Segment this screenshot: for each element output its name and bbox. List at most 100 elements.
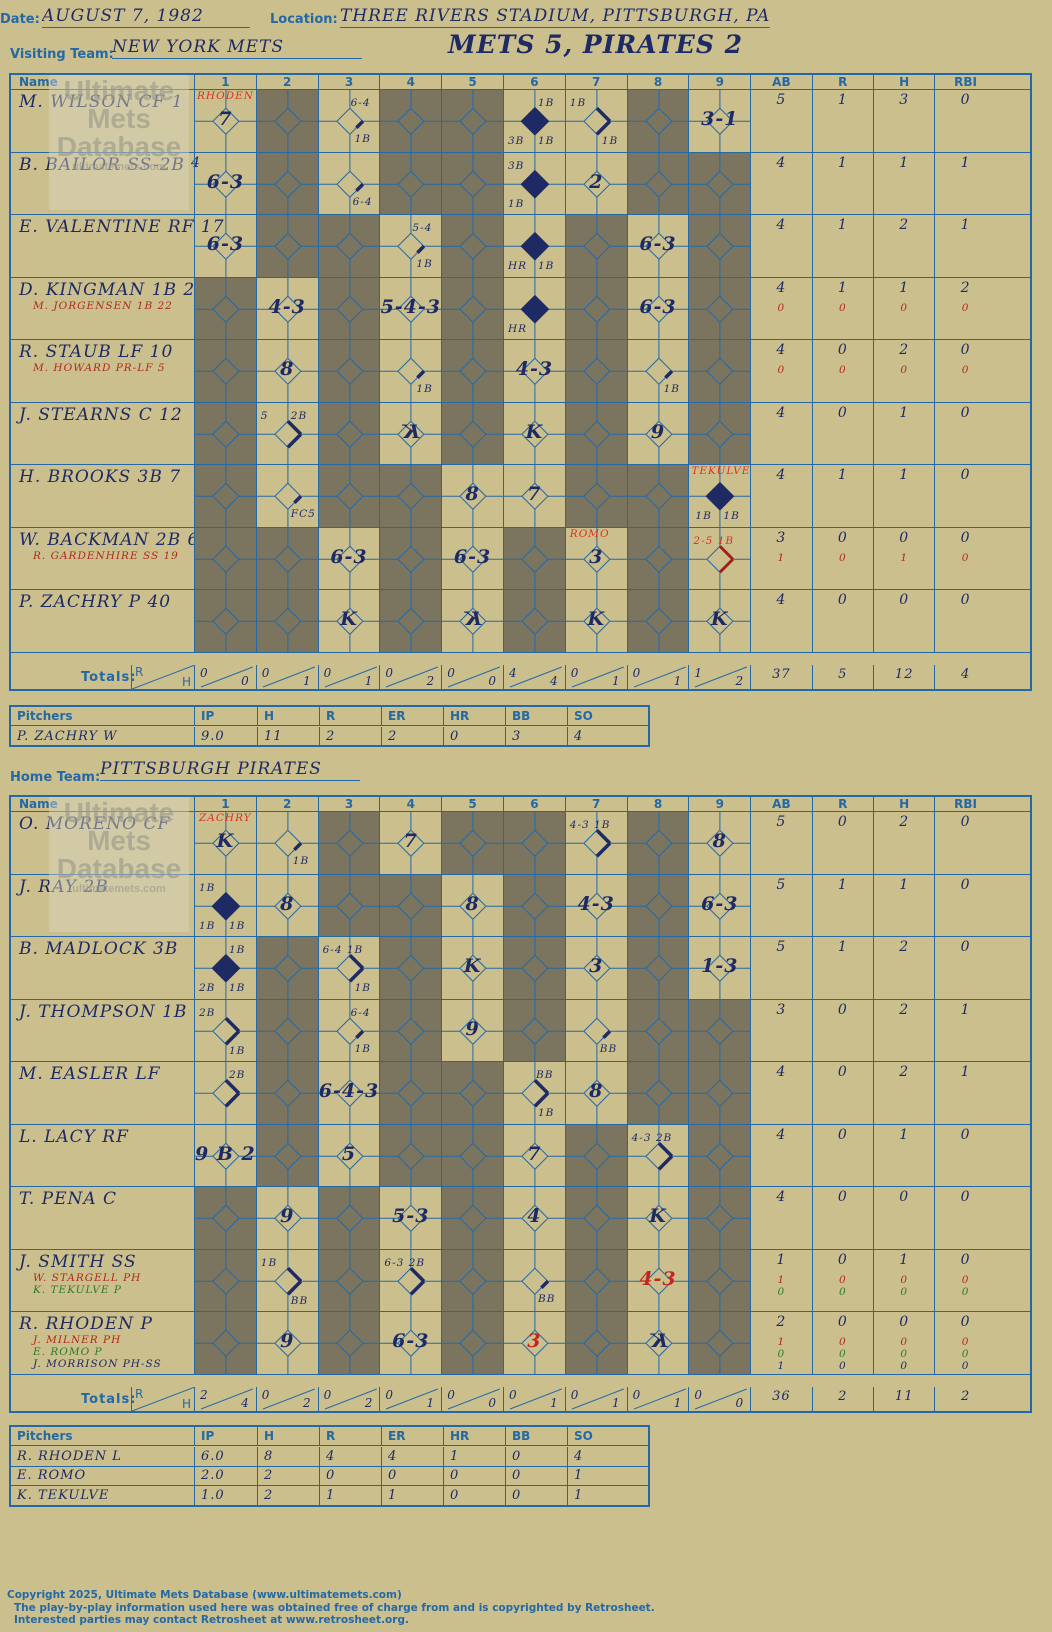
- diamond-outline: [644, 482, 673, 510]
- diamond-outline: [335, 1142, 364, 1170]
- play-note: RHODEN: [197, 90, 254, 102]
- stat-cell-rbi: 1: [934, 1062, 995, 1124]
- inning-runs: 0: [323, 666, 333, 680]
- play-result: 5-3: [392, 1205, 430, 1228]
- play-result: 8: [465, 892, 480, 915]
- stat-value: 4: [776, 404, 787, 421]
- stat-cell-rbi: 0: [934, 1124, 995, 1186]
- play-note: 1B: [199, 881, 216, 894]
- scored-run-diamond: [520, 169, 550, 199]
- stat-value: 4: [776, 154, 787, 171]
- scored-run-diamond: [211, 891, 241, 921]
- play-result: K: [402, 420, 420, 443]
- diamond-outline: [212, 1079, 240, 1107]
- totals-label: Totals:: [81, 670, 137, 685]
- diamond-outline: [273, 295, 302, 323]
- column-header-row: Name 1 2 3 4 5 6 7 8 9 AB R H RBI: [11, 75, 1030, 90]
- inning-cell-4: [379, 937, 442, 999]
- inning-cell-1: 6-3: [194, 215, 256, 277]
- stat-cell-h: 1: [873, 465, 934, 527]
- pitching-header: IP: [194, 707, 257, 725]
- inning-hits: 2: [364, 1396, 374, 1410]
- base-diamond: [318, 812, 380, 874]
- inning-cell-7: K: [564, 590, 627, 652]
- base-diamond: [689, 465, 751, 527]
- play-note: 6-4: [350, 97, 371, 109]
- pitching-header: BB: [505, 707, 567, 725]
- slash-line: [509, 666, 562, 688]
- base-diamond: [627, 1062, 689, 1124]
- diamond-outline: [212, 295, 240, 323]
- diamond-outline: [335, 1079, 364, 1107]
- scored-run-diamond: [705, 481, 735, 511]
- stat-cell-rbi: 0: [934, 590, 995, 652]
- stat-cell-ab: 4: [750, 152, 811, 214]
- stat-value: 0: [960, 404, 971, 421]
- inning-runs: 0: [632, 1388, 642, 1402]
- diamond-outline: [273, 829, 302, 857]
- inning-cell-1: K ZACHRY: [194, 812, 256, 874]
- diamond-outline: [582, 1329, 611, 1357]
- inning-cell-1: [194, 1312, 256, 1374]
- diamond-outline: [397, 954, 425, 982]
- player-name: L. LACY RF: [19, 1126, 129, 1147]
- inning-header-5: 5: [441, 797, 503, 812]
- diamond-outline: [212, 420, 240, 448]
- inning-header-8: 8: [626, 797, 689, 812]
- second-base-path: [657, 1141, 673, 1157]
- diamond-outline: [335, 420, 364, 448]
- stat-cell-h: 3: [873, 90, 934, 152]
- diamond-outline: [644, 1142, 673, 1170]
- play-result: 8: [465, 483, 480, 506]
- stat-value: 1: [837, 467, 848, 483]
- stat-value: 5: [776, 814, 787, 830]
- stat-cell-r: 0: [811, 590, 873, 652]
- game-location: THREE RIVERS STADIUM, PITTSBURGH, PA: [340, 6, 770, 28]
- diamond-outline: [212, 607, 240, 635]
- diamond-outline: [273, 107, 302, 135]
- inning-runs: 0: [385, 666, 395, 680]
- inning-cell-6: [503, 812, 565, 874]
- base-diamond: [380, 215, 442, 277]
- pitcher-row: R. RHODEN L 6.0 8 4 4 1 0 4: [11, 1446, 648, 1467]
- inning-header-3: 3: [317, 797, 380, 812]
- base-diamond: [442, 812, 503, 874]
- diamond-outline: [335, 107, 364, 135]
- inning-cell-1: 7 RHODEN: [194, 90, 256, 152]
- diamond-outline: [335, 1267, 364, 1295]
- play-result: 6-3: [392, 1330, 430, 1353]
- base-diamond: [565, 937, 627, 999]
- diamond-outline: [335, 482, 364, 510]
- inning-cell-1: 1B 2B 1B: [194, 937, 256, 999]
- diamond-outline: [521, 1079, 549, 1107]
- play-result: 4-3: [515, 358, 554, 381]
- base-diamond: [256, 90, 318, 152]
- play-note: 2B: [199, 982, 216, 994]
- base-diamond: [380, 1124, 442, 1186]
- inning-cell-4: [379, 1124, 442, 1186]
- slash-line: [262, 666, 315, 688]
- pitching-value: 0: [443, 1466, 505, 1485]
- diamond-outline: [335, 1204, 364, 1232]
- stat-value: 1: [776, 1251, 787, 1268]
- player-row: J. STEARNS C 12 5 2B K K 9 4 0 1 0: [11, 402, 1030, 465]
- diamond-outline: [582, 954, 611, 982]
- sub-stat-value: 1: [900, 551, 909, 564]
- sub-stat-value: 1: [777, 1360, 786, 1372]
- pitching-header: ER: [381, 1427, 443, 1445]
- player-number: 4: [191, 154, 201, 171]
- stat-header-rbi: RBI: [934, 797, 995, 812]
- sub-stat-value: 0: [838, 1336, 847, 1348]
- play-result: 6-3: [330, 545, 368, 568]
- inning-cell-1: 2B 1B: [194, 999, 256, 1061]
- stat-cell-h: 2: [873, 215, 934, 277]
- diamond-outline: [521, 892, 549, 920]
- base-diamond: [504, 937, 565, 999]
- stat-value: 0: [899, 1314, 910, 1330]
- slash-line: [633, 666, 686, 688]
- slash-line: [200, 1388, 253, 1410]
- player-row: B. MADLOCK 3B 1B 2B 1B 6-4 1B 1B K 3 1-3 5 1 2 0: [11, 937, 1030, 1000]
- diamond-outline: [706, 295, 734, 323]
- inning-cell-3: 6-4 1B 1B: [317, 937, 380, 999]
- inning-cell-9: [688, 402, 751, 464]
